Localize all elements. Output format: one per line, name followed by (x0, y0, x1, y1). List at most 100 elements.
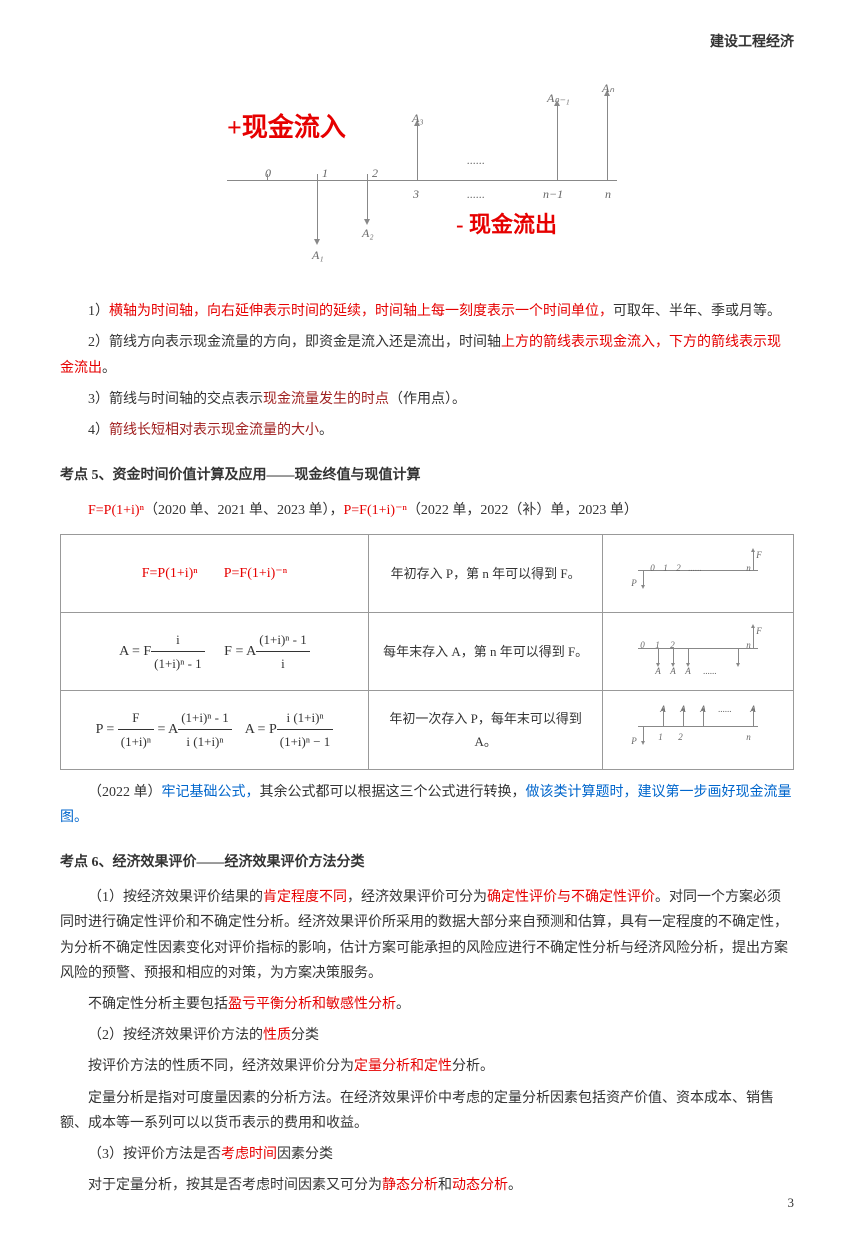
f3a: P = (96, 722, 118, 737)
cell-formula-2: A = Fi(1+i)ⁿ - 1 F = A(1+i)ⁿ - 1i (61, 612, 369, 690)
tick-1: 1 (322, 163, 328, 185)
section-6-title: 考点 6、经济效果评价——经济效果评价方法分类 (60, 850, 794, 875)
f2a: A = F (119, 644, 151, 659)
cell-formula-3: P = F(1+i)ⁿ = A(1+i)ⁿ - 1i (1+i)ⁿ A = Pi… (61, 691, 369, 769)
label-a1d: A₁ (312, 245, 324, 267)
s6-p5: 定量分析是指对可度量因素的分析方法。在经济效果评价中考虑的定量分析因素包括资产价… (60, 1086, 794, 1136)
cell-desc-1: 年初存入 P，第 n 年可以得到 F。 (368, 534, 603, 612)
tick-n: n (605, 184, 611, 206)
outflow-label: - 现金流出 (456, 205, 557, 245)
p4-prefix: 4） (88, 423, 109, 438)
s6p2a: 不确定性分析主要包括 (88, 997, 228, 1012)
tick-dots2: ...... (467, 150, 485, 172)
arrow-an1 (557, 105, 558, 180)
label-a2d: A₂ (362, 223, 374, 245)
page-header-title: 建设工程经济 (710, 30, 794, 55)
table-row: P = F(1+i)ⁿ = A(1+i)ⁿ - 1i (1+i)ⁿ A = Pi… (61, 691, 794, 769)
s6p7b: 。 (508, 1178, 522, 1193)
label-a3: A₃ (412, 108, 424, 130)
p2-tail: 。 (102, 361, 116, 376)
tick-mark (367, 174, 368, 180)
p2-prefix: 2）箭线方向表示现金流量的方向，即资金是流入还是流出，时间轴 (88, 335, 501, 350)
p4-red: 箭线长短相对表示现金流量的大小 (109, 423, 319, 438)
s6p7r1: 静态分析 (382, 1178, 438, 1193)
tick-dots1: ...... (467, 184, 485, 206)
p1-prefix: 1） (88, 304, 109, 319)
tick-0: 0 (265, 163, 271, 185)
inflow-label: +现金流入 (227, 105, 346, 152)
s6p7r2: 动态分析 (452, 1178, 508, 1193)
section-5-title: 考点 5、资金时间价值计算及应用——现金终值与现值计算 (60, 463, 794, 488)
note-5: （2022 单）牢记基础公式，其余公式都可以根据这三个公式进行转换，做该类计算题… (60, 780, 794, 830)
timeline-axis (227, 180, 617, 181)
f3b: A = P (245, 722, 277, 737)
s6-p4: 按评价方法的性质不同，经济效果评价分为定量分析和定性分析。 (60, 1054, 794, 1079)
s6p4a: 按评价方法的性质不同，经济效果评价分为 (88, 1059, 354, 1074)
cell-desc-3: 年初一次存入 P，每年末可以得到 A。 (368, 691, 603, 769)
s6p6a: （3）按评价方法是否 (88, 1147, 221, 1162)
label-an: Aₙ (602, 78, 614, 100)
s6-p6: （3）按评价方法是否考虑时间因素分类 (60, 1142, 794, 1167)
s6-p7: 对于定量分析，按其是否考虑时间因素又可分为静态分析和动态分析。 (60, 1173, 794, 1198)
s6p3a: （2）按经济效果评价方法的 (88, 1028, 263, 1043)
s6p1a: （1）按经济效果评价结果的 (88, 890, 263, 905)
note5-blue1: 牢记基础公式， (162, 785, 260, 800)
s6p2b: 。 (396, 997, 410, 1012)
p4-tail: 。 (319, 423, 333, 438)
s6p4r: 定量分析和定性 (354, 1059, 452, 1074)
note5-prefix: （2022 单） (88, 785, 162, 800)
formula-table: F=P(1+i)ⁿ P=F(1+i)⁻ⁿ 年初存入 P，第 n 年可以得到 F。… (60, 534, 794, 770)
cash-flow-diagram-container: +现金流入 A₃ Aₙ₋₁ Aₙ A₁ A₂ - 现金流出 0 1 2 3 ..… (60, 90, 794, 279)
s6-p2: 不确定性分析主要包括盈亏平衡分析和敏感性分析。 (60, 992, 794, 1017)
page-number: 3 (788, 1191, 795, 1214)
label-an1: Aₙ₋₁ (547, 88, 570, 110)
s6p7m: 和 (438, 1178, 452, 1193)
mini-diagram-1: P F 0 1 2 ...... n (628, 545, 768, 595)
arrow-an (607, 95, 608, 180)
s6p6b: 因素分类 (277, 1147, 333, 1162)
cell-diagram-2: F 0 1 2 n A A A ...... (603, 612, 794, 690)
s6-p1: （1）按经济效果评价结果的肯定程度不同，经济效果评价可分为确定性评价与不确定性评… (60, 885, 794, 986)
cell-desc-2: 每年末存入 A，第 n 年可以得到 F。 (368, 612, 603, 690)
f2b: F = A (224, 644, 256, 659)
point-2: 2）箭线方向表示现金流量的方向，即资金是流入还是流出，时间轴上方的箭线表示现金流… (60, 330, 794, 380)
s6p6r: 考虑时间 (221, 1147, 277, 1162)
s6-p3: （2）按经济效果评价方法的性质分类 (60, 1023, 794, 1048)
table-row: F=P(1+i)ⁿ P=F(1+i)⁻ⁿ 年初存入 P，第 n 年可以得到 F。… (61, 534, 794, 612)
s6p1r2: 确定性评价与不确定性评价 (487, 890, 655, 905)
tick-mark (267, 174, 268, 180)
arrow-a3 (417, 125, 418, 180)
f1a: F=P(1+i)ⁿ (142, 566, 198, 581)
f-exam2: （2022 单，2022（补）单，2023 单） (407, 503, 638, 518)
point-1: 1）横轴为时间轴，向右延伸表示时间的延续，时间轴上每一刻度表示一个时间单位，可取… (60, 299, 794, 324)
cell-formula-1: F=P(1+i)ⁿ P=F(1+i)⁻ⁿ (61, 534, 369, 612)
f-pf: P=F(1+i)⁻ⁿ (344, 503, 407, 518)
s6p4b: 分析。 (452, 1059, 494, 1074)
mini-diagram-3: P A A A ...... A 1 2 n (628, 701, 768, 751)
p1-tail: 可取年、半年、季或月等。 (613, 304, 781, 319)
note5-black: 其余公式都可以根据这三个公式进行转换， (260, 785, 526, 800)
table-row: A = Fi(1+i)ⁿ - 1 F = A(1+i)ⁿ - 1i 每年末存入 … (61, 612, 794, 690)
f-exam1: （2020 单、2021 单、2023 单）， (144, 503, 344, 518)
mini-diagram-2: F 0 1 2 n A A A ...... (628, 623, 768, 673)
s6p7a: 对于定量分析，按其是否考虑时间因素又可分为 (88, 1178, 382, 1193)
tick-2: 2 (372, 163, 378, 185)
tick-mark (317, 174, 318, 180)
s6p3b: 分类 (291, 1028, 319, 1043)
point-3: 3）箭线与时间轴的交点表示现金流量发生的时点（作用点）。 (60, 387, 794, 412)
arrow-a2 (367, 180, 368, 220)
tick-3: 3 (413, 184, 419, 206)
p3-red: 现金流量发生的时点 (263, 392, 389, 407)
formula-exam-ref: F=P(1+i)ⁿ（2020 单、2021 单、2023 单），P=F(1+i)… (60, 498, 794, 523)
f-fp: F=P(1+i)ⁿ (88, 503, 144, 518)
s6p1r1: 肯定程度不同 (263, 890, 347, 905)
cash-flow-diagram: +现金流入 A₃ Aₙ₋₁ Aₙ A₁ A₂ - 现金流出 0 1 2 3 ..… (227, 90, 627, 270)
cell-diagram-3: P A A A ...... A 1 2 n (603, 691, 794, 769)
s6p1b: ，经济效果评价可分为 (347, 890, 487, 905)
p3-tail: （作用点）。 (389, 392, 466, 407)
p3-prefix: 3）箭线与时间轴的交点表示 (88, 392, 263, 407)
arrow-a1 (317, 180, 318, 240)
point-4: 4）箭线长短相对表示现金流量的大小。 (60, 418, 794, 443)
f1b: P=F(1+i)⁻ⁿ (224, 566, 287, 581)
cell-diagram-1: P F 0 1 2 ...... n (603, 534, 794, 612)
